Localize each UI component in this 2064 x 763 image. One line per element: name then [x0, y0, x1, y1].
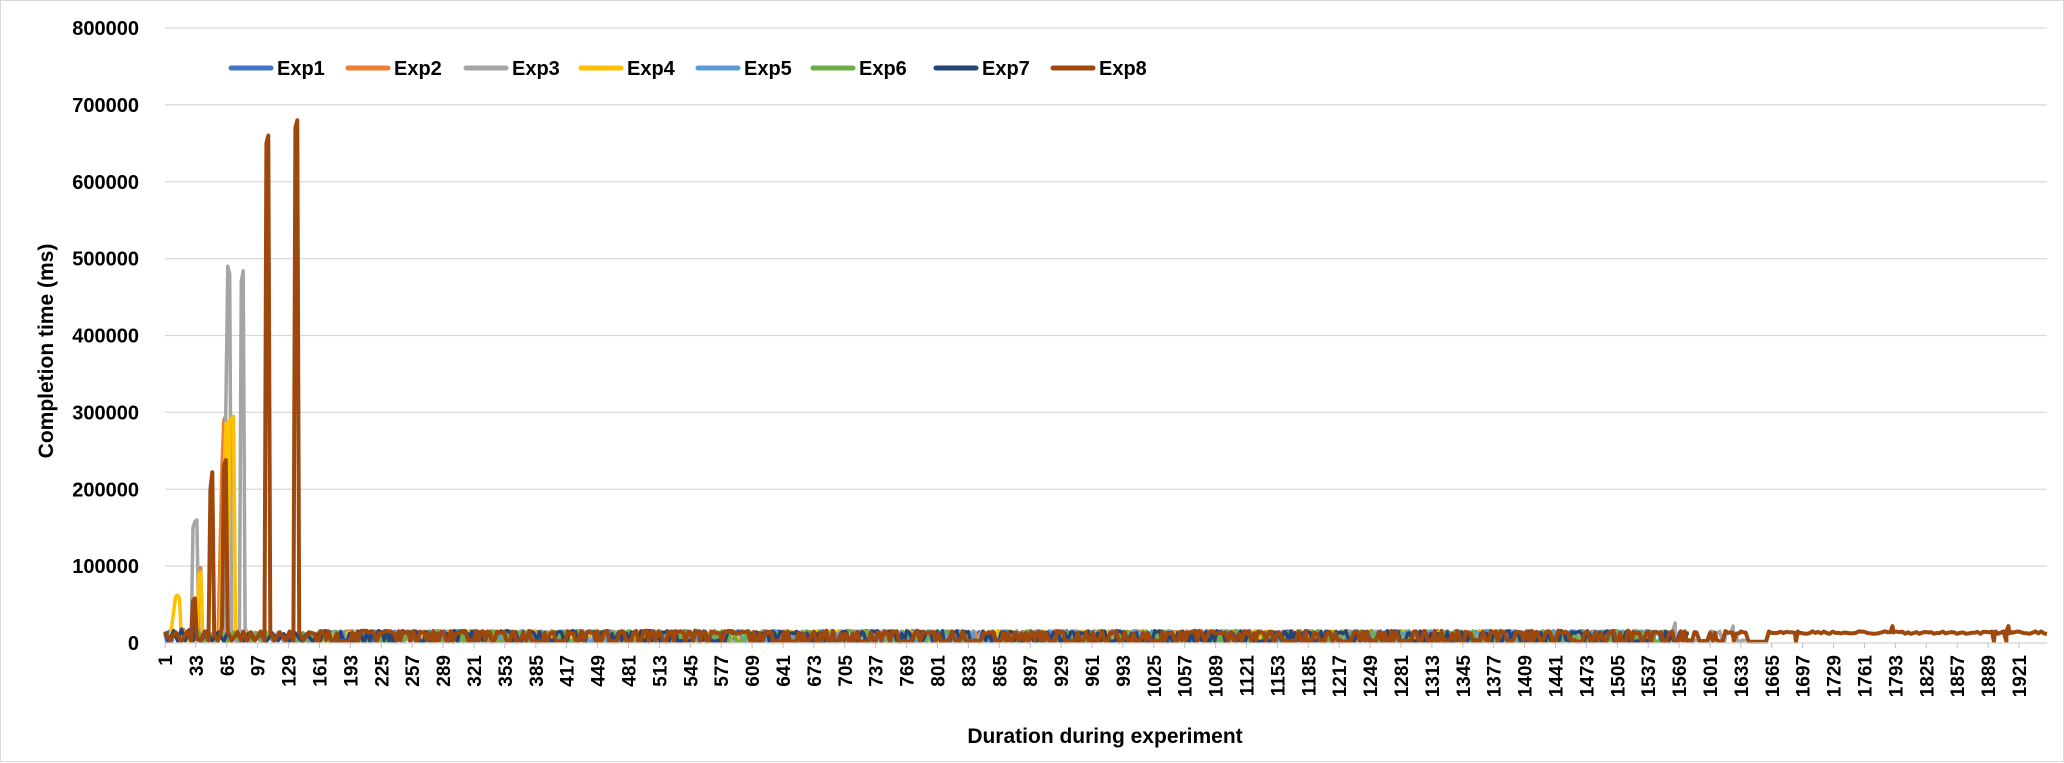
series-line-exp2: [163, 414, 1594, 644]
x-tick-label: 609: [743, 655, 764, 687]
x-tick-label: 1505: [1608, 655, 1629, 698]
x-tick-label: 161: [310, 655, 331, 687]
x-tick-label: 769: [898, 655, 919, 687]
x-tick-label: 577: [712, 655, 733, 687]
legend-label-exp8: Exp8: [1099, 58, 1147, 80]
x-tick-label: 929: [1052, 655, 1073, 687]
x-tick-label: 1441: [1546, 655, 1567, 698]
x-tick-label: 801: [928, 655, 949, 687]
legend-label-exp5: Exp5: [744, 58, 792, 80]
x-tick-label: 321: [465, 655, 486, 687]
x-tick-label: 33: [187, 655, 208, 676]
legend-label-exp1: Exp1: [277, 58, 325, 80]
axis-layer: 0 100000 200000 300000 400000 500000 600000 700…: [72, 18, 2047, 697]
x-tick-label: 385: [527, 655, 548, 687]
x-tick-label: 225: [372, 655, 393, 687]
y-tick-label: 200000: [72, 479, 139, 501]
legend-label-exp6: Exp6: [859, 58, 907, 80]
x-tick-label: 353: [496, 655, 517, 687]
y-tick-label: 800000: [72, 18, 139, 40]
x-tick-label: 257: [403, 655, 424, 687]
x-tick-label: 545: [681, 655, 702, 687]
x-tick-label: 417: [558, 655, 579, 687]
x-tick-label: 289: [434, 655, 455, 687]
x-tick-label: 1729: [1825, 655, 1846, 697]
x-tick-label: 1377: [1485, 655, 1506, 697]
y-tick-label: 700000: [72, 95, 139, 117]
x-tick-label: 1761: [1855, 655, 1876, 698]
grid-layer: [165, 27, 2047, 644]
series-line-exp8: [163, 118, 2048, 644]
x-tick-label: 961: [1083, 655, 1104, 687]
x-tick-label: 1313: [1423, 655, 1444, 697]
x-tick-label: 97: [249, 655, 270, 676]
x-tick-label: 1697: [1794, 655, 1815, 697]
x-tick-label: 1665: [1763, 655, 1784, 698]
x-axis-title: Duration during experiment: [967, 725, 1242, 748]
x-tick-label: 1153: [1268, 655, 1289, 696]
x-tick-label: 481: [619, 655, 640, 687]
x-tick-label: 449: [589, 655, 610, 687]
x-tick-label: 65: [218, 655, 239, 677]
x-tick-label: 865: [990, 655, 1011, 687]
y-axis-title: Completion time (ms): [35, 244, 58, 459]
y-tick-label: 600000: [72, 172, 139, 194]
x-tick-label: 1185: [1299, 655, 1320, 697]
x-tick-label: 1889: [1979, 655, 2000, 697]
y-tick-label: 0: [128, 633, 139, 655]
y-tick-label: 100000: [72, 556, 139, 578]
x-tick-label: 705: [836, 655, 857, 687]
x-tick-label: 193: [341, 655, 362, 687]
x-tick-label: 1825: [1917, 655, 1938, 698]
x-tick-label: 1: [156, 655, 177, 666]
x-tick-label: 1345: [1454, 655, 1475, 698]
legend-label-exp4: Exp4: [627, 58, 676, 80]
x-tick-label: 1025: [1145, 655, 1166, 698]
series-line-exp4: [163, 414, 1611, 644]
x-tick-label: 833: [959, 655, 980, 687]
legend: Exp1 Exp2 Exp3 Exp4 Exp5 Exp6 Exp7 Exp8: [228, 58, 1147, 80]
series-line-exp3: [163, 264, 1747, 644]
x-tick-label: 129: [280, 655, 301, 687]
x-tick-label: 1473: [1577, 655, 1598, 697]
y-tick-label: 300000: [72, 402, 139, 424]
x-tick-label: 1217: [1330, 655, 1351, 697]
x-tick-label: 897: [1021, 655, 1042, 687]
x-tick-label: 513: [650, 655, 671, 687]
x-tick-label: 993: [1114, 655, 1135, 687]
x-tick-label: 1057: [1176, 655, 1197, 697]
x-tick-label: 1633: [1732, 655, 1753, 697]
legend-label-exp3: Exp3: [512, 58, 560, 80]
x-tick-label: 1089: [1207, 655, 1228, 697]
x-tick-label: 641: [774, 655, 795, 687]
x-tick-label: 1569: [1670, 655, 1691, 697]
legend-label-exp7: Exp7: [982, 58, 1030, 80]
x-tick-label: 1601: [1701, 655, 1722, 698]
y-tick-label: 400000: [72, 326, 139, 348]
x-tick-label: 1409: [1516, 655, 1537, 697]
x-tick-label: 1281: [1392, 655, 1413, 698]
series-layer: [163, 118, 2048, 644]
x-tick-label: 1857: [1948, 655, 1969, 697]
x-tick-label: 1249: [1361, 655, 1382, 697]
x-tick-label: 737: [867, 655, 888, 687]
legend-label-exp2: Exp2: [394, 58, 442, 80]
x-tick-label: 673: [805, 655, 826, 687]
x-tick-label: 1537: [1639, 655, 1660, 697]
x-tick-label: 1921: [2010, 655, 2031, 698]
x-tick-label: 1793: [1886, 655, 1907, 697]
x-tick-label: 1121: [1237, 655, 1258, 697]
y-tick-label: 500000: [72, 249, 139, 271]
